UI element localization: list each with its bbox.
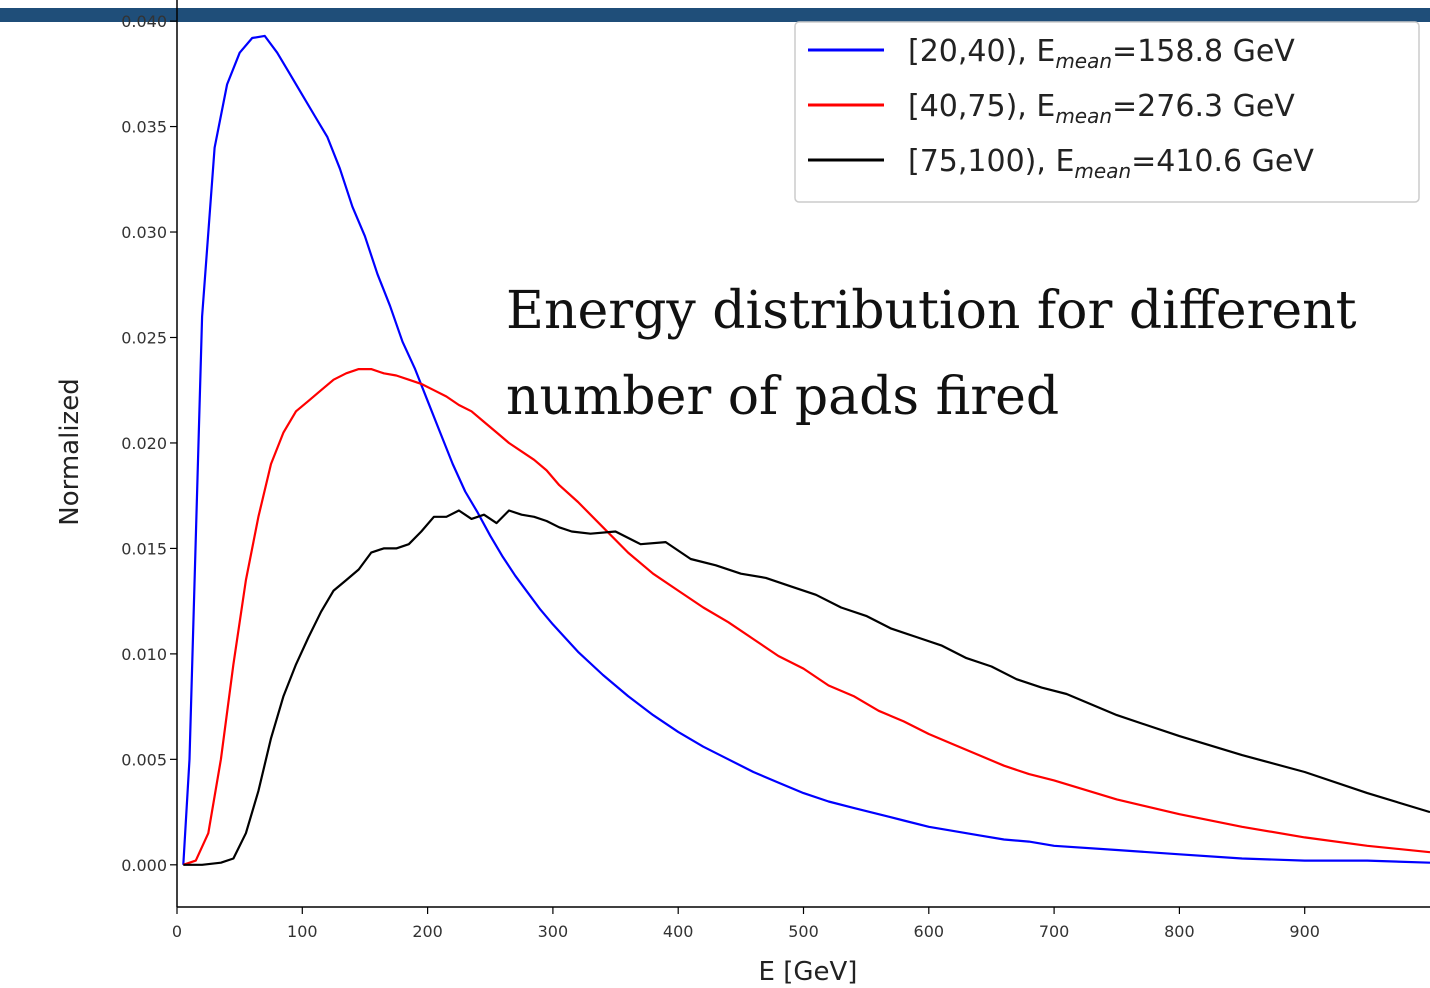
annotation-line-1: Energy distribution for different — [506, 281, 1357, 341]
x-tick-label: 0 — [172, 922, 182, 941]
legend-label: [75,100), Emean=410.6 GeV — [908, 144, 1314, 183]
x-tick-label: 900 — [1289, 922, 1320, 941]
x-tick-label: 500 — [788, 922, 819, 941]
x-tick-label: 800 — [1164, 922, 1195, 941]
y-tick-label: 0.035 — [121, 118, 167, 137]
y-tick-label: 0.015 — [121, 539, 167, 558]
legend-box — [794, 21, 1420, 203]
y-tick-label: 0.005 — [121, 750, 167, 769]
x-tick-label: 300 — [538, 922, 569, 941]
series-line-2 — [182, 368, 1430, 866]
y-tick-label: 0.020 — [121, 434, 167, 453]
x-tick-layer: 0 100 200 300 400 500 600 700 800 900 — [172, 907, 1320, 941]
x-tick-label: 200 — [412, 922, 443, 941]
y-tick-label: 0.010 — [121, 645, 167, 664]
x-tick-label: 100 — [287, 922, 318, 941]
y-tick-label: 0.000 — [121, 856, 167, 875]
y-tick-label: 0.025 — [121, 328, 167, 347]
x-tick-label: 600 — [914, 922, 945, 941]
x-tick-label: 700 — [1039, 922, 1070, 941]
y-tick-layer: 0.000 0.005 0.010 0.015 0.020 0.025 0.030 0.035… — [121, 12, 177, 875]
y-axis-title: Normalized — [55, 378, 85, 525]
legend-label: [20,40), Emean=158.8 GeV — [908, 34, 1295, 73]
series-line-1 — [182, 34, 1430, 865]
x-tick-label: 400 — [663, 922, 694, 941]
x-axis-title: E [GeV] — [759, 957, 858, 987]
series-line-3 — [183, 509, 1430, 866]
series-layer — [182, 34, 1430, 866]
annotation-line-2: number of pads fired — [506, 367, 1060, 427]
legend-label: [40,75), Emean=276.3 GeV — [908, 89, 1295, 128]
y-tick-label: 0.040 — [121, 12, 167, 31]
chart-annotation: Energy distribution for different number… — [506, 268, 1406, 440]
legend: [20,40), Emean=158.8 GeV [40,75), Emean=2… — [794, 21, 1420, 203]
y-tick-label: 0.030 — [121, 223, 167, 242]
top-banner — [0, 8, 1430, 22]
